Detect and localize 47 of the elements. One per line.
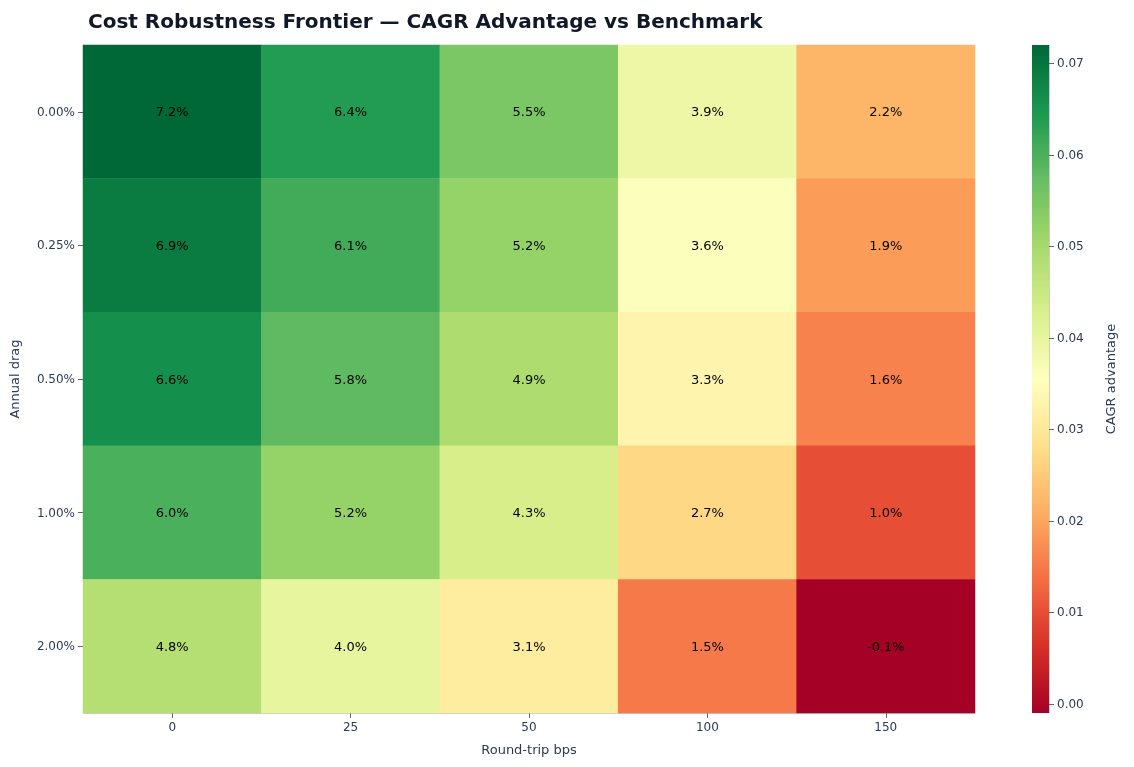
- data-label: 5.2%: [334, 505, 368, 521]
- y-tick-label: 1.00%: [36, 505, 75, 520]
- data-label: 2.2%: [869, 104, 903, 120]
- data-label: 3.9%: [690, 104, 724, 120]
- x-tick-label: 100: [695, 720, 719, 734]
- x-tick-label: 50: [521, 720, 537, 734]
- y-tick-label: 0.25%: [36, 238, 75, 253]
- data-label: 6.4%: [334, 104, 368, 120]
- y-tick-label: 0.50%: [36, 372, 75, 386]
- color-bar-label: 0.02: [1057, 513, 1084, 528]
- data-label: 6.0%: [155, 505, 189, 521]
- color-bar-title: CAGR advantage: [1103, 323, 1118, 435]
- data-label: 3.6%: [690, 237, 724, 253]
- x-tick-label: 150: [874, 720, 898, 734]
- data-label: -0.1%: [866, 638, 905, 654]
- data-label: 4.8%: [155, 638, 189, 654]
- data-label: 6.9%: [155, 237, 189, 253]
- x-tick-label: 25: [342, 720, 359, 734]
- y-tick-label: 0.00%: [36, 104, 75, 119]
- data-label: 5.5%: [512, 104, 546, 120]
- data-label: 1.0%: [869, 505, 903, 521]
- color-bar-label: 0.07: [1057, 56, 1084, 71]
- x-tick-label: 0: [168, 720, 177, 734]
- data-label: 5.8%: [334, 371, 368, 387]
- y-axis-title: Annual drag: [7, 339, 22, 419]
- color-bar-label: 0.03: [1057, 422, 1084, 437]
- y-tick-label: 2.00%: [36, 639, 75, 654]
- color-bar-label: 0.00: [1057, 696, 1084, 711]
- chart-title: Cost Robustness Frontier — CAGR Advantage vs Benchmark: [88, 9, 764, 33]
- data-label: 4.3%: [512, 505, 546, 521]
- data-label: 3.3%: [690, 371, 724, 387]
- data-label: 5.2%: [512, 237, 546, 253]
- data-label: 1.5%: [690, 638, 724, 654]
- color-bar-label: 0.06: [1057, 147, 1084, 162]
- data-label: 1.6%: [869, 371, 903, 387]
- data-label: 6.6%: [155, 371, 189, 387]
- data-label: 4.0%: [334, 638, 368, 654]
- data-label: 1.9%: [869, 237, 903, 253]
- x-axis-title: Round-trip bps: [481, 742, 577, 757]
- data-label: 3.1%: [512, 638, 546, 654]
- data-label: 2.7%: [690, 505, 724, 521]
- color-bar-label: 0.01: [1057, 605, 1084, 620]
- data-label: 4.9%: [512, 371, 546, 387]
- color-bar-label: 0.05: [1057, 239, 1084, 254]
- data-label: 7.2%: [155, 104, 189, 120]
- color-bar-label: 0.04: [1057, 330, 1084, 345]
- data-label: 6.1%: [334, 237, 368, 253]
